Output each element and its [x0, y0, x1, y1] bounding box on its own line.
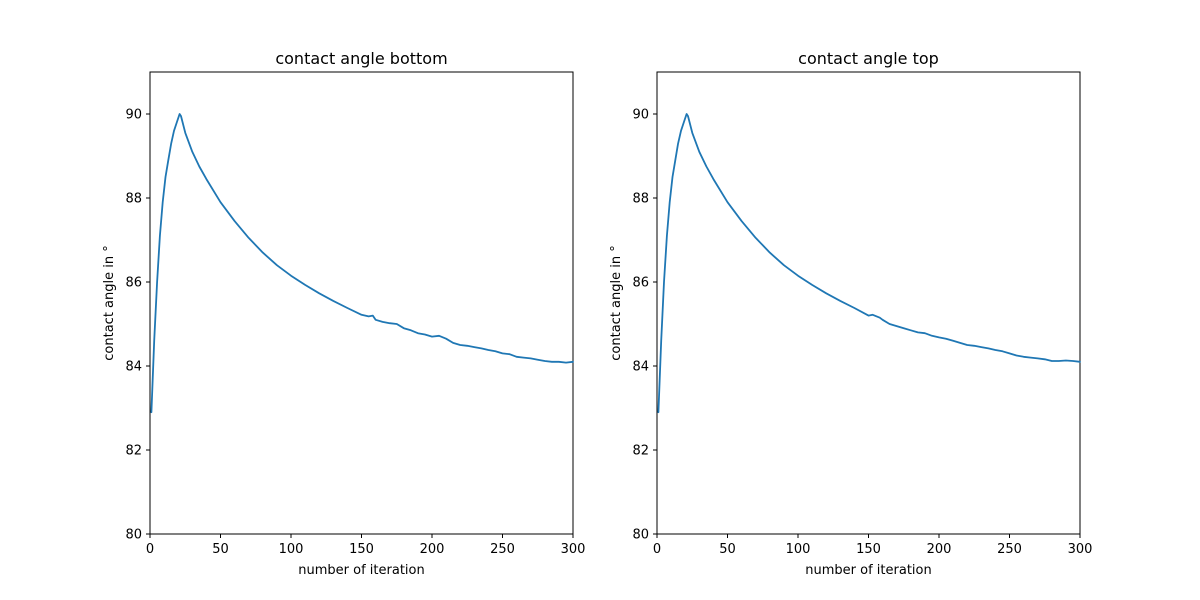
- x-tick-label: 200: [927, 542, 952, 557]
- y-tick-label: 84: [632, 360, 649, 375]
- y-tick-label: 82: [632, 444, 649, 459]
- chart-title: contact angle bottom: [275, 49, 447, 68]
- y-tick-label: 90: [125, 108, 142, 123]
- x-axis-label: number of iteration: [805, 563, 931, 578]
- series-line: [657, 113, 1081, 414]
- x-axis-label: number of iteration: [298, 563, 424, 578]
- x-tick-label: 300: [1068, 542, 1093, 557]
- x-tick-label: 150: [856, 542, 881, 557]
- y-tick-label: 80: [632, 528, 649, 543]
- x-tick-label: 150: [349, 542, 374, 557]
- chart-title: contact angle top: [798, 49, 939, 68]
- plot-frame: [149, 71, 574, 535]
- x-tick-label: 250: [997, 542, 1022, 557]
- x-tick-label: 50: [719, 542, 736, 557]
- x-tick-label: 50: [212, 542, 229, 557]
- y-tick-label: 84: [125, 360, 142, 375]
- y-tick-label: 80: [125, 528, 142, 543]
- y-tick-label: 86: [632, 276, 649, 291]
- y-tick-label: 86: [125, 276, 142, 291]
- x-tick-label: 0: [653, 542, 661, 557]
- y-axis: 80 82 84 86 88 90: [125, 108, 150, 543]
- x-tick-label: 100: [786, 542, 811, 557]
- subplot-top: contact angle top 0 50 100 150 200 250 300 808…: [609, 49, 1092, 578]
- y-axis: 80 82 84 86 88 90: [632, 108, 657, 543]
- x-tick-label: 200: [420, 542, 445, 557]
- y-axis-label: contact angle in °: [609, 245, 624, 360]
- x-tick-label: 250: [490, 542, 515, 557]
- x-tick-label: 100: [279, 542, 304, 557]
- y-tick-label: 88: [632, 192, 649, 207]
- y-tick-label: 90: [632, 108, 649, 123]
- plot-frame: [656, 71, 1081, 535]
- x-tick-label: 300: [561, 542, 586, 557]
- x-axis: 0 50 100 150 200 250 300: [146, 534, 586, 557]
- y-tick-label: 82: [125, 444, 142, 459]
- x-axis: 0 50 100 150 200 250 300: [653, 534, 1093, 557]
- y-tick-label: 88: [125, 192, 142, 207]
- series-line: [150, 113, 574, 414]
- y-axis-label: contact angle in °: [102, 245, 117, 360]
- subplot-bottom: contact angle bottom 0 50 100 150 200 250 300 …: [102, 49, 585, 578]
- x-tick-label: 0: [146, 542, 154, 557]
